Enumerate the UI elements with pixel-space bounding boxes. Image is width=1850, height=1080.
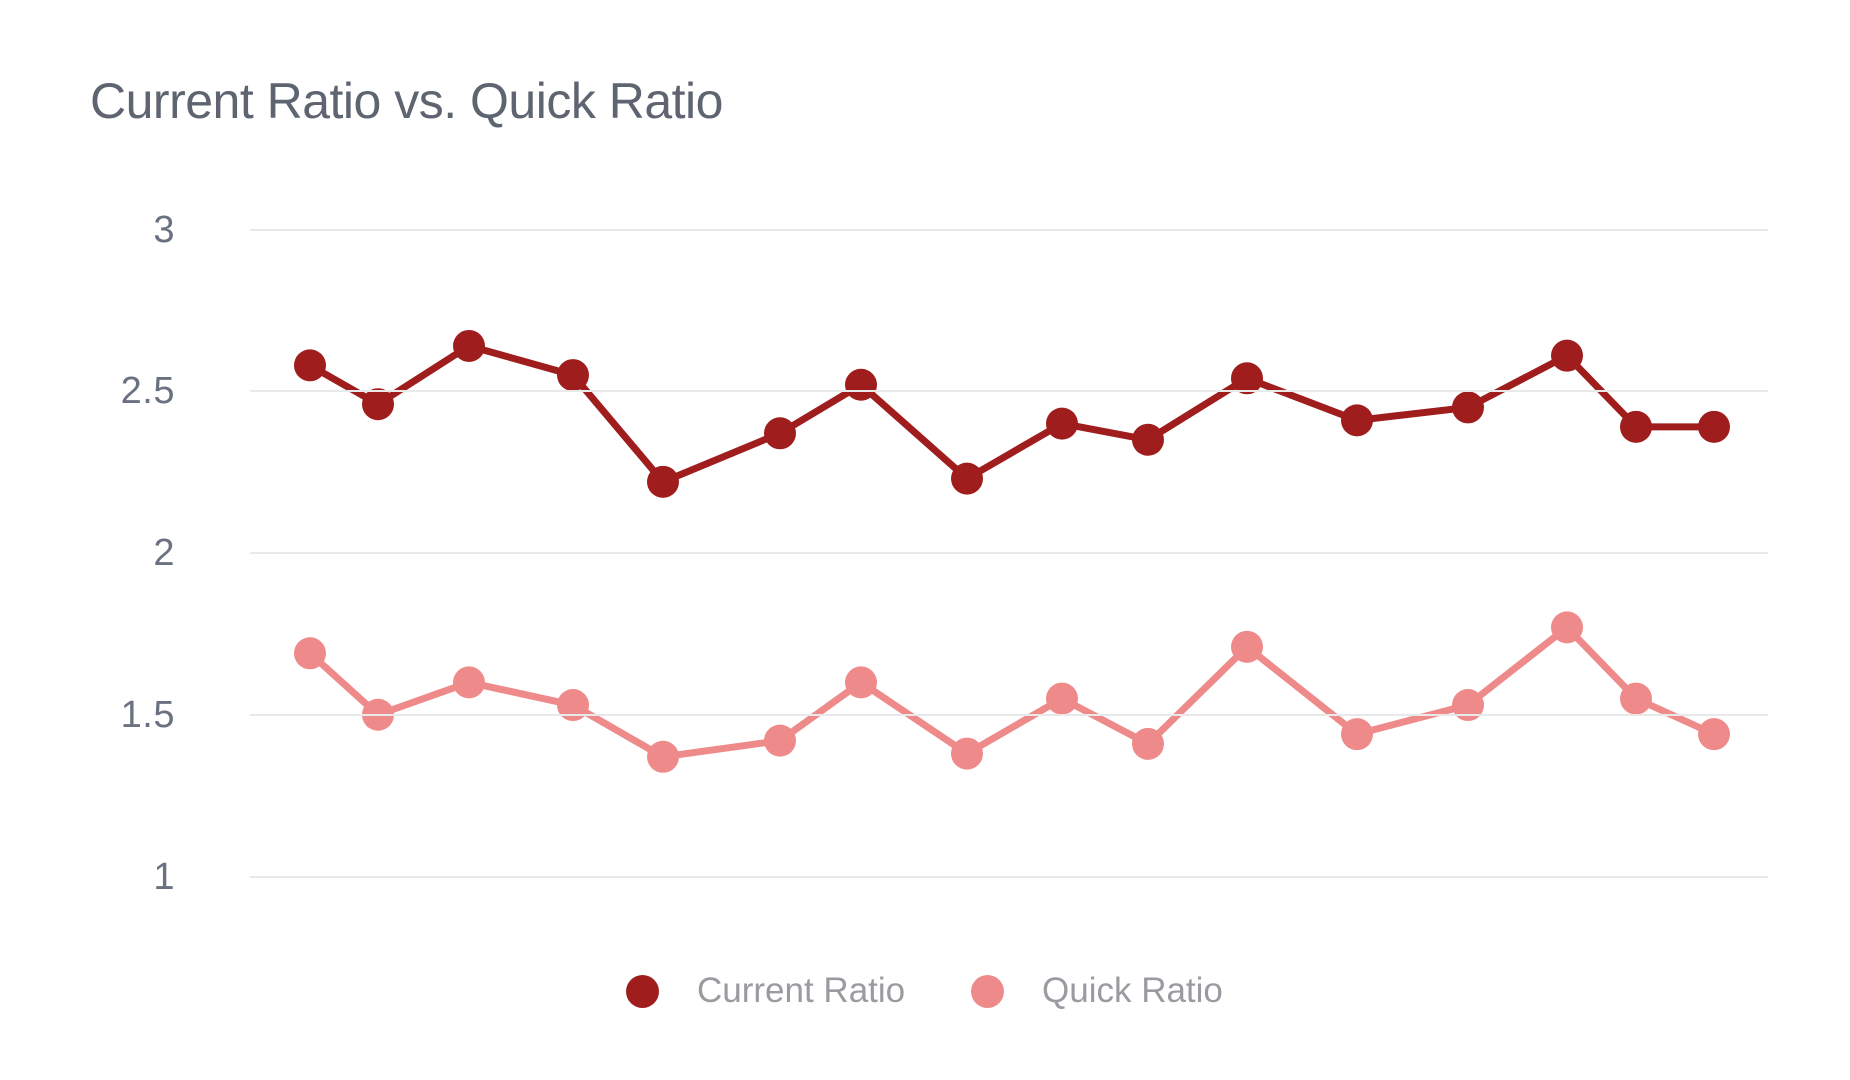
data-point[interactable] [1551, 611, 1583, 644]
legend-label-current-ratio: Current Ratio [697, 971, 906, 1010]
data-point[interactable] [764, 724, 796, 757]
y-axis-tick-label: 2.5 [120, 370, 175, 413]
data-point[interactable] [1341, 718, 1373, 751]
data-point[interactable] [1452, 391, 1484, 424]
y-axis-tick-label: 3 [153, 208, 175, 251]
gridline [250, 713, 1768, 716]
data-point[interactable] [453, 666, 485, 699]
data-point[interactable] [1046, 407, 1078, 440]
data-point[interactable] [1341, 404, 1373, 437]
data-point[interactable] [1231, 362, 1263, 395]
data-point[interactable] [294, 349, 326, 382]
data-point[interactable] [1046, 682, 1078, 715]
legend-marker-current-ratio-icon [626, 974, 659, 1008]
legend-marker-quick-ratio-icon [971, 974, 1004, 1008]
y-axis-tick-label: 1.5 [120, 693, 175, 736]
data-point[interactable] [1231, 630, 1263, 663]
y-axis-tick-label: 1 [153, 855, 175, 898]
data-point[interactable] [362, 388, 394, 421]
series-line-current-ratio [306, 342, 1718, 486]
data-point[interactable] [845, 666, 877, 699]
data-point[interactable] [1698, 718, 1730, 751]
series-line-quick-ratio [306, 623, 1718, 761]
gridline [250, 390, 1768, 393]
data-point[interactable] [1132, 727, 1164, 760]
data-point[interactable] [764, 417, 796, 450]
data-point[interactable] [294, 637, 326, 670]
data-point[interactable] [951, 737, 983, 770]
data-point[interactable] [557, 689, 589, 722]
data-point[interactable] [845, 368, 877, 401]
chart-title: Current Ratio vs. Quick Ratio [90, 73, 723, 129]
y-axis-tick-label: 2 [153, 532, 175, 574]
data-point[interactable] [1620, 682, 1652, 715]
data-point[interactable] [951, 462, 983, 495]
data-point[interactable] [1698, 410, 1730, 443]
gridline [250, 228, 1768, 231]
data-point[interactable] [1132, 423, 1164, 456]
data-point[interactable] [1452, 689, 1484, 722]
data-point[interactable] [557, 359, 589, 392]
legend-item-current-ratio[interactable]: Current Ratio [626, 969, 905, 1013]
data-point[interactable] [453, 329, 485, 362]
legend-label-quick-ratio: Quick Ratio [1042, 971, 1223, 1010]
data-point[interactable] [1551, 339, 1583, 372]
legend-item-quick-ratio[interactable]: Quick Ratio [971, 969, 1223, 1013]
gridline [250, 552, 1768, 554]
data-point[interactable] [1620, 410, 1652, 443]
gridline [250, 875, 1768, 878]
data-point[interactable] [647, 465, 679, 498]
data-point[interactable] [647, 740, 679, 773]
